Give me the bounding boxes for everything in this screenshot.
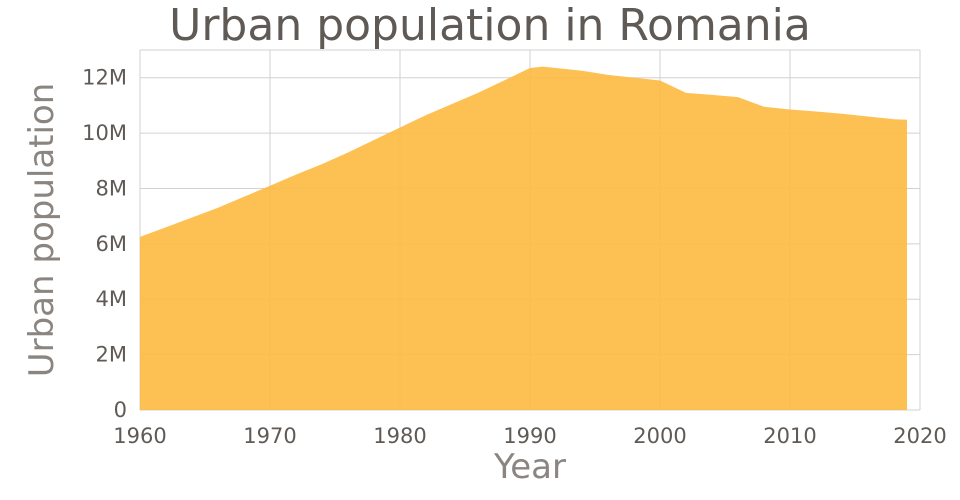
x-axis-title: Year [493,447,566,487]
x-tick-label: 1960 [113,424,166,448]
y-tick-label: 8M [96,176,127,200]
x-tick-label: 1980 [373,424,426,448]
area-series [140,66,907,410]
y-tick-label: 6M [96,232,127,256]
x-tick-label: 2000 [633,424,686,448]
x-tick-label: 1990 [503,424,556,448]
y-axis-title: Urban population [22,83,62,378]
x-tick-label: 2020 [893,424,946,448]
tick-labels: 1960 1970 1980 1990 2000 2010 2020 0 2M 4M 6M 8M 10M… [82,66,947,448]
x-tick-label: 2010 [763,424,816,448]
y-tick-label: 0 [114,398,127,422]
y-tick-label: 10M [82,121,127,145]
chart-title: Urban population in Romania [169,0,811,51]
y-tick-label: 12M [82,66,127,90]
area-layer [140,66,907,410]
y-tick-label: 2M [96,343,127,367]
y-tick-label: 4M [96,287,127,311]
x-tick-label: 1970 [243,424,296,448]
